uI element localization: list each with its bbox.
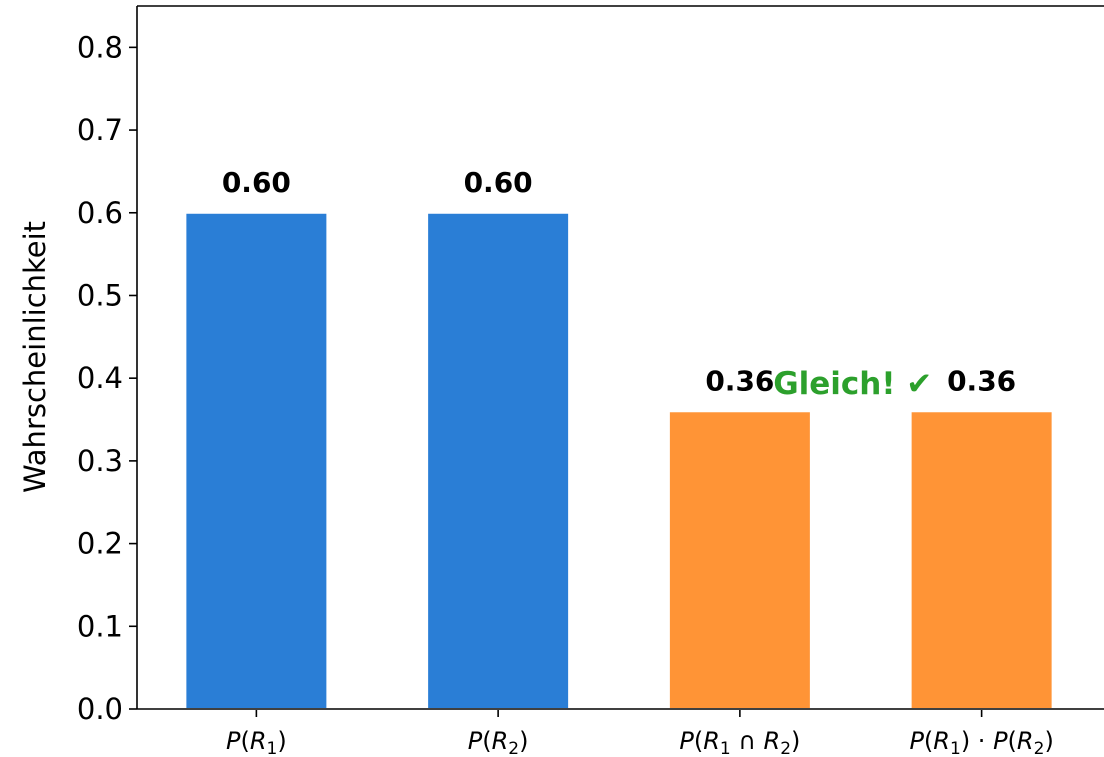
x-tick-label: P(R1 ∩ R2) xyxy=(679,727,800,757)
bar-value-label: 0.36 xyxy=(947,364,1016,397)
y-axis-title: Wahrscheinlichkeit xyxy=(18,221,52,493)
y-tick-label: 0.0 xyxy=(77,692,123,726)
y-tick-label: 0.2 xyxy=(77,527,123,561)
bar xyxy=(667,410,812,710)
x-tick-label: P(R1) · P(R2) xyxy=(909,727,1053,757)
x-tick-label: P(R2) xyxy=(468,727,529,757)
bar xyxy=(909,410,1054,710)
bar xyxy=(426,211,571,710)
y-tick-label: 0.3 xyxy=(77,444,123,478)
bar-value-label: 0.36 xyxy=(705,364,774,397)
y-tick-label: 0.1 xyxy=(77,609,123,643)
equality-annotation: Gleich! ✔ xyxy=(773,366,932,402)
x-tick-label: P(R1) xyxy=(226,727,287,757)
bar xyxy=(184,211,329,710)
y-tick-label: 0.7 xyxy=(77,113,123,147)
bar-value-label: 0.60 xyxy=(464,166,533,199)
y-tick-label: 0.6 xyxy=(77,196,123,230)
y-tick-label: 0.4 xyxy=(77,361,123,395)
bar-value-label: 0.60 xyxy=(222,166,291,199)
y-tick-label: 0.5 xyxy=(77,278,123,312)
y-tick-label: 0.8 xyxy=(77,30,123,64)
